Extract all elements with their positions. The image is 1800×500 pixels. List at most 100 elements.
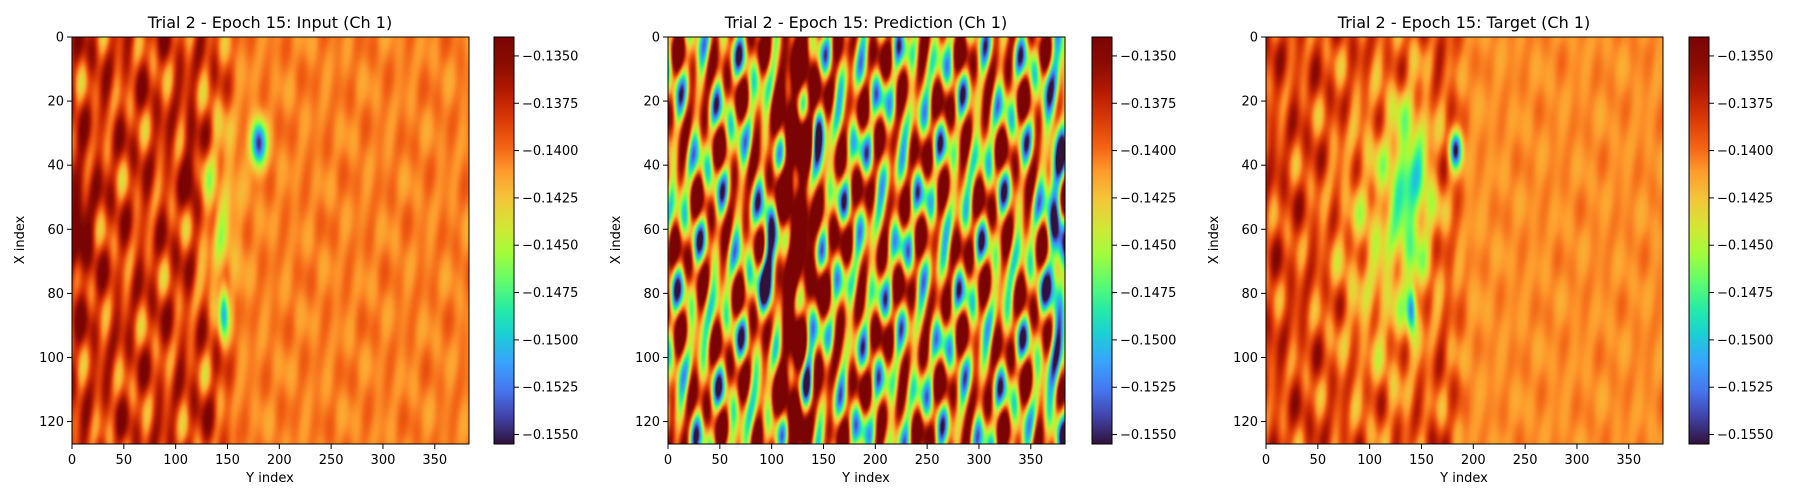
colorbar xyxy=(1688,36,1710,445)
colorbar-tick-label: −0.1475 xyxy=(1717,286,1773,301)
x-tick-label: 300 xyxy=(967,453,992,468)
colorbar-tick-label: −0.1525 xyxy=(1717,381,1773,396)
colorbar-tick-label: −0.1425 xyxy=(1120,191,1176,206)
panel-title: Trial 2 - Epoch 15: Target (Ch 1) xyxy=(1337,13,1590,32)
y-tick-label: 120 xyxy=(39,415,64,430)
y-tick-label: 80 xyxy=(1241,287,1258,302)
y-axis-label: X index xyxy=(609,215,624,264)
colorbar-tick-label: −0.1500 xyxy=(522,333,578,348)
y-tick-label: 0 xyxy=(652,31,660,46)
colorbar-tick-label: −0.1400 xyxy=(522,144,578,159)
x-axis-label: Y index xyxy=(1439,471,1488,486)
x-tick-labels: 0 50 100 150 200 250 300 350 xyxy=(68,444,447,468)
x-tick-label: 250 xyxy=(915,453,940,468)
colorbar-tick-label: −0.1500 xyxy=(1120,333,1176,348)
x-tick-label: 100 xyxy=(759,453,784,468)
panel-title: Trial 2 - Epoch 15: Input (Ch 1) xyxy=(147,13,392,32)
x-tick-label: 0 xyxy=(664,453,672,468)
y-tick-label: 100 xyxy=(39,351,64,366)
x-tick-label: 250 xyxy=(1513,453,1538,468)
colorbar-tick-label: −0.1400 xyxy=(1120,144,1176,159)
y-tick-label: 120 xyxy=(1233,415,1258,430)
colorbar-tick-label: −0.1525 xyxy=(1120,381,1176,396)
y-tick-label: 60 xyxy=(47,223,64,238)
colorbar-tick-label: −0.1550 xyxy=(1120,428,1176,443)
x-tick-label: 150 xyxy=(1409,453,1434,468)
y-tick-label: 40 xyxy=(643,159,660,174)
plot-frame xyxy=(1265,36,1664,445)
panel-input: Trial 2 - Epoch 15: Input (Ch 1) 0 50 100 1… xyxy=(13,13,578,486)
x-tick-label: 200 xyxy=(1461,453,1486,468)
x-tick-label: 0 xyxy=(68,453,76,468)
colorbar-tick-label: −0.1450 xyxy=(1120,239,1176,254)
heatmap-image xyxy=(668,37,1065,444)
y-tick-label: 80 xyxy=(643,287,660,302)
y-tick-labels: 0 20 40 60 80 100 120 xyxy=(635,31,668,430)
plot-frame xyxy=(667,36,1066,445)
x-tick-label: 300 xyxy=(1565,453,1590,468)
panel-target: Trial 2 - Epoch 15: Target (Ch 1) 0 50 100… xyxy=(1207,13,1773,486)
colorbar-tick-label: −0.1500 xyxy=(1717,333,1773,348)
x-tick-label: 200 xyxy=(267,453,292,468)
colorbar-tick-label: −0.1425 xyxy=(522,191,578,206)
y-tick-labels: 0 20 40 60 80 100 120 xyxy=(39,31,72,430)
y-tick-label: 100 xyxy=(1233,351,1258,366)
y-tick-label: 20 xyxy=(47,95,64,110)
x-tick-label: 350 xyxy=(1616,453,1641,468)
x-axis-label: Y index xyxy=(245,471,294,486)
y-tick-label: 100 xyxy=(635,351,660,366)
colorbar-tick-label: −0.1375 xyxy=(1717,97,1773,112)
y-tick-label: 120 xyxy=(635,415,660,430)
colorbar-tick-label: −0.1525 xyxy=(522,381,578,396)
y-tick-label: 60 xyxy=(643,223,660,238)
colorbar-tick-label: −0.1550 xyxy=(1717,428,1773,443)
x-tick-label: 350 xyxy=(1018,453,1043,468)
colorbar-tick-label: −0.1425 xyxy=(1717,191,1773,206)
colorbar-tick-label: −0.1450 xyxy=(1717,239,1773,254)
heatmap-image xyxy=(1266,37,1663,444)
y-tick-labels: 0 20 40 60 80 100 120 xyxy=(1233,31,1266,430)
colorbar-tick-label: −0.1400 xyxy=(1717,144,1773,159)
x-tick-label: 150 xyxy=(811,453,836,468)
plot-frame xyxy=(71,36,470,445)
panel-title: Trial 2 - Epoch 15: Prediction (Ch 1) xyxy=(724,13,1007,32)
y-tick-label: 0 xyxy=(1250,31,1258,46)
x-tick-label: 0 xyxy=(1262,453,1270,468)
colorbar-tick-label: −0.1475 xyxy=(1120,286,1176,301)
x-tick-labels: 0 50 100 150 200 250 300 350 xyxy=(1262,444,1641,468)
x-tick-labels: 0 50 100 150 200 250 300 350 xyxy=(664,444,1043,468)
y-tick-label: 80 xyxy=(47,287,64,302)
y-axis-label: X index xyxy=(13,215,28,264)
colorbar xyxy=(1091,36,1113,445)
x-tick-label: 50 xyxy=(1310,453,1327,468)
colorbar-tick-label: −0.1350 xyxy=(1717,49,1773,64)
x-tick-label: 50 xyxy=(116,453,133,468)
colorbar xyxy=(493,36,515,445)
colorbar-tick-labels: −0.1350 −0.1375 −0.1400 −0.1425 −0.1450 −0.14… xyxy=(514,49,578,443)
colorbar-tick-label: −0.1550 xyxy=(522,428,578,443)
y-tick-label: 0 xyxy=(56,31,64,46)
x-tick-label: 250 xyxy=(319,453,344,468)
panel-prediction: Trial 2 - Epoch 15: Prediction (Ch 1) 0 5… xyxy=(609,13,1176,486)
y-tick-label: 60 xyxy=(1241,223,1258,238)
colorbar-tick-labels: −0.1350 −0.1375 −0.1400 −0.1425 −0.1450 −0.14… xyxy=(1112,49,1176,443)
x-tick-label: 200 xyxy=(863,453,888,468)
y-tick-label: 40 xyxy=(47,159,64,174)
colorbar-tick-label: −0.1450 xyxy=(522,239,578,254)
y-tick-label: 40 xyxy=(1241,159,1258,174)
x-tick-label: 350 xyxy=(422,453,447,468)
heatmap-image xyxy=(72,37,469,444)
x-tick-label: 100 xyxy=(1357,453,1382,468)
colorbar-tick-label: −0.1350 xyxy=(522,49,578,64)
y-axis-label: X index xyxy=(1207,215,1222,264)
x-tick-label: 100 xyxy=(163,453,188,468)
x-axis-label: Y index xyxy=(841,471,890,486)
colorbar-tick-label: −0.1375 xyxy=(522,97,578,112)
y-tick-label: 20 xyxy=(1241,95,1258,110)
x-tick-label: 50 xyxy=(712,453,729,468)
colorbar-tick-label: −0.1350 xyxy=(1120,49,1176,64)
colorbar-tick-label: −0.1375 xyxy=(1120,97,1176,112)
x-tick-label: 150 xyxy=(215,453,240,468)
colorbar-tick-labels: −0.1350 −0.1375 −0.1400 −0.1425 −0.1450 −0.14… xyxy=(1709,49,1773,443)
